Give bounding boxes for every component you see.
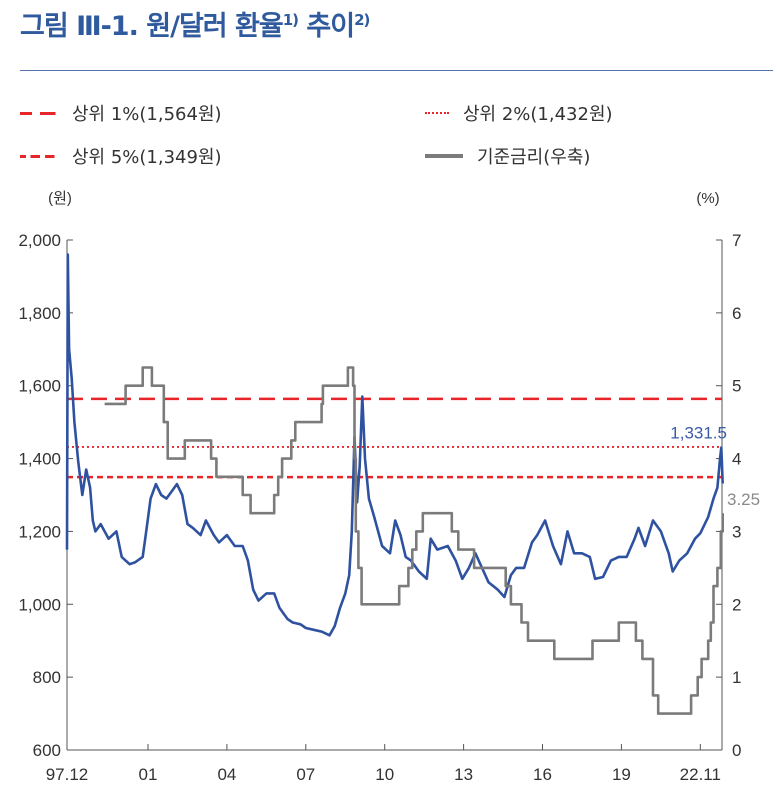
base-rate-line: [104, 366, 724, 715]
base-rate-end-label: 3.25: [727, 490, 760, 509]
long-dash-swatch: [20, 111, 58, 115]
right-axis-unit: (%): [696, 190, 719, 207]
title-text-2: 추이: [298, 11, 355, 42]
exchange-rate-line: [65, 253, 724, 637]
x-tick-label: 16: [533, 765, 552, 784]
solid-swatch: [425, 154, 463, 158]
x-tick-label: 13: [454, 765, 473, 784]
x-tick-label: 10: [375, 765, 394, 784]
left-axis-unit: (원): [48, 190, 72, 207]
chart-title: 그림 Ⅲ-1. 원/달러 환율1) 추이2): [20, 4, 370, 43]
x-tick-label: 22.11: [680, 765, 721, 784]
exchange-rate-end-label: 1,331.5: [670, 424, 727, 443]
left-tick-label: 600: [33, 741, 61, 760]
x-tick-label: 19: [612, 765, 631, 784]
left-tick-label: 1,800: [18, 304, 61, 323]
legend-item-top5: 상위 5%(1,349원): [20, 143, 222, 169]
short-dash-swatch: [20, 154, 58, 158]
legend-item-top1: 상위 1%(1,564원): [20, 100, 222, 126]
left-tick-label: 2,000: [18, 231, 61, 250]
title-footnote-2: 2): [354, 11, 370, 29]
legend-label: 상위 1%(1,564원): [72, 104, 222, 125]
left-tick-label: 800: [33, 668, 61, 687]
legend-label: 기준금리(우축): [477, 147, 591, 168]
right-tick-label: 7: [732, 231, 741, 250]
x-tick-label: 04: [217, 765, 236, 784]
x-tick-label: 97.12: [46, 765, 89, 784]
legend-item-top2: 상위 2%(1,432원): [425, 100, 613, 126]
x-tick-label: 07: [296, 765, 315, 784]
title-footnote-1: 1): [282, 11, 299, 29]
dotted-swatch: [425, 112, 449, 114]
title-divider: [20, 70, 773, 71]
legend-item-base-rate: 기준금리(우축): [425, 143, 590, 169]
right-tick-label: 3: [732, 522, 741, 541]
right-tick-label: 4: [732, 450, 741, 469]
right-tick-label: 6: [732, 304, 741, 323]
right-tick-label: 1: [732, 668, 741, 687]
x-tick-label: 01: [139, 765, 158, 784]
left-tick-label: 1,600: [18, 377, 61, 396]
right-tick-label: 0: [732, 741, 741, 760]
right-tick-label: 5: [732, 377, 741, 396]
left-tick-label: 1,400: [18, 450, 61, 469]
left-tick-label: 1,200: [18, 522, 61, 541]
right-tick-label: 2: [732, 595, 741, 614]
left-tick-label: 1,000: [18, 595, 61, 614]
title-text: 그림 Ⅲ-1. 원/달러 환율: [20, 11, 284, 42]
legend-label: 상위 5%(1,349원): [72, 147, 222, 168]
legend-label: 상위 2%(1,432원): [463, 104, 613, 125]
